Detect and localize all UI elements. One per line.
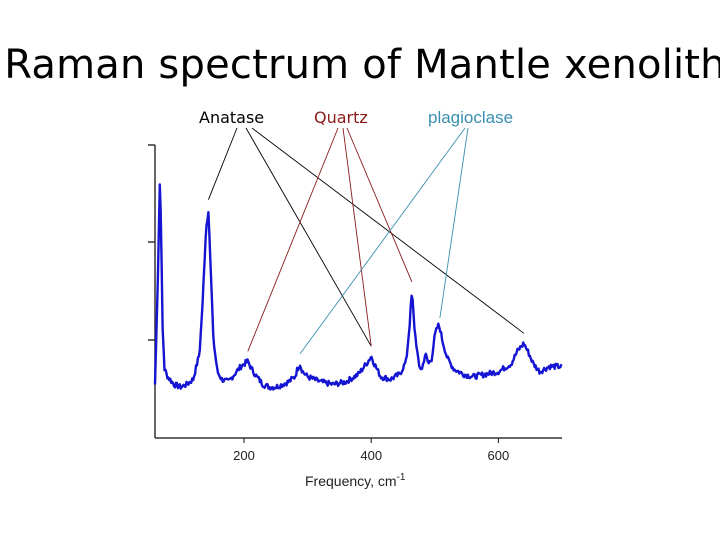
x-axis-title: Frequency, cm-1 bbox=[305, 472, 406, 489]
anatase-label: Anatase bbox=[199, 108, 265, 127]
annotation-leader-lines bbox=[208, 127, 525, 355]
x-tick-label: 600 bbox=[488, 448, 510, 463]
plagioclase-label: plagioclase bbox=[428, 108, 514, 127]
x-axis-title-superscript: -1 bbox=[397, 472, 406, 483]
spectrum-line bbox=[153, 183, 563, 391]
plagioclase-leader-line bbox=[439, 127, 469, 318]
anatase-leader-line bbox=[245, 127, 372, 347]
quartz-label: Quartz bbox=[314, 108, 368, 127]
chart-axes bbox=[148, 144, 562, 439]
plagioclase-leader-line bbox=[299, 127, 466, 355]
x-tick-label: 400 bbox=[360, 448, 382, 463]
quartz-leader-line bbox=[342, 127, 372, 347]
anatase-leader-line bbox=[251, 127, 525, 334]
x-axis-title-text: Frequency, cm bbox=[305, 473, 397, 489]
x-tick-label: 200 bbox=[233, 448, 255, 463]
quartz-leader-line bbox=[247, 127, 339, 352]
x-ticks: 200 400 600 bbox=[233, 438, 509, 463]
anatase-leader-line bbox=[208, 127, 238, 200]
quartz-leader-line bbox=[346, 127, 413, 283]
slide-title: Raman spectrum of Mantle xenolith bbox=[4, 42, 720, 88]
